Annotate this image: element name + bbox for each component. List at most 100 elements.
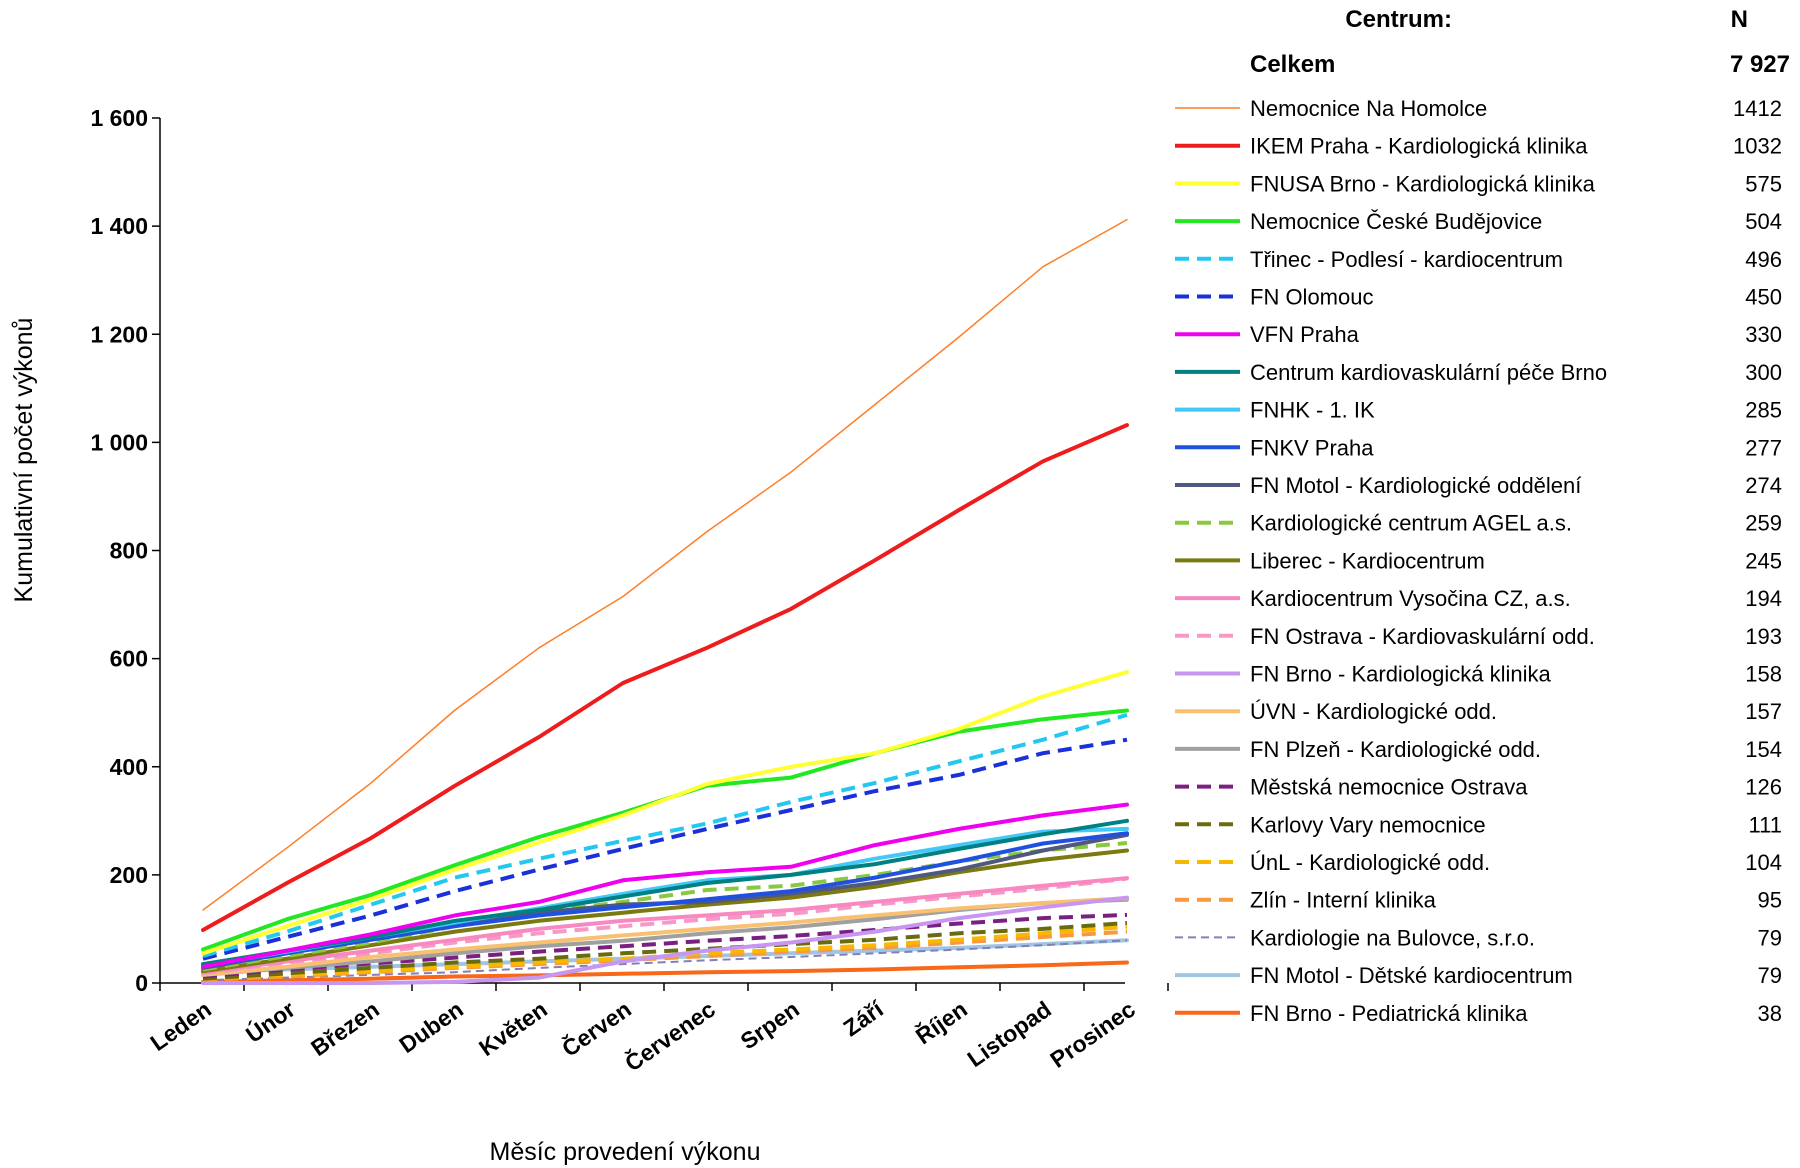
legend-label: FNUSA Brno - Kardiologická klinika: [1250, 171, 1596, 196]
series-line: [201, 670, 1129, 956]
legend-header-n: N: [1731, 6, 1748, 33]
series-line: [202, 737, 1128, 961]
legend-count: 245: [1745, 548, 1782, 573]
series-line: [202, 218, 1128, 911]
x-tick-label: Červenec: [620, 995, 720, 1077]
legend-label: FNHK - 1. IK: [1250, 398, 1375, 423]
legend-count: 450: [1745, 285, 1782, 310]
y-tick-label: 0: [135, 970, 148, 996]
legend-count: 496: [1745, 247, 1782, 272]
legend-count: 79: [1758, 963, 1782, 988]
legend-label: FN Motol - Dětské kardiocentrum: [1250, 963, 1573, 988]
x-tick-label: Únor: [240, 995, 299, 1048]
legend-count: 79: [1758, 925, 1782, 950]
x-tick-label: Prosinec: [1045, 996, 1140, 1073]
series-line: [202, 921, 1128, 981]
legend-label: Třinec - Podlesí - kardiocentrum: [1250, 247, 1563, 272]
series-lines: [201, 218, 1129, 985]
legend-label: Nemocnice Na Homolce: [1250, 96, 1487, 121]
series-line: [202, 912, 1128, 979]
legend-label: Zlín - Interní klinika: [1250, 888, 1437, 913]
legend: Centrum: N Celkem 7 927 Nemocnice Na Hom…: [1175, 6, 1790, 1026]
legend-label: Kardiologické centrum AGEL a.s.: [1250, 511, 1572, 536]
series-line: [201, 818, 1129, 967]
legend-header-label: Centrum:: [1345, 6, 1452, 33]
legend-count: 104: [1745, 850, 1782, 875]
x-tick-label: Duben: [394, 996, 468, 1058]
legend-label: FN Brno - Pediatrická klinika: [1250, 1001, 1528, 1026]
series-line: [201, 896, 1129, 977]
legend-label: Kardiocentrum Vysočina CZ, a.s.: [1250, 586, 1571, 611]
legend-count: 193: [1745, 624, 1782, 649]
series-line: [201, 831, 1129, 969]
y-tick-label: 400: [110, 754, 148, 780]
legend-label: Městská nemocnice Ostrava: [1250, 775, 1528, 800]
legend-label: VFN Praha: [1250, 322, 1360, 347]
legend-count: 300: [1745, 360, 1782, 385]
legend-label: Karlovy Vary nemocnice: [1250, 812, 1486, 837]
x-tick-label: Březen: [306, 996, 384, 1061]
series-line: [202, 939, 1128, 982]
x-tick-label: Listopad: [962, 996, 1055, 1072]
legend-label: IKEM Praha - Kardiologická klinika: [1250, 134, 1588, 159]
legend-label: Liberec - Kardiocentrum: [1250, 548, 1485, 573]
y-tick-labels: 0 200 400 600 800 1 000 1 200 1 400 1 600: [90, 105, 148, 996]
x-tick-label: Leden: [145, 996, 215, 1056]
legend-items: Nemocnice Na Homolce 1412 IKEM Praha - Kar…: [1175, 96, 1782, 1026]
legend-count: 154: [1745, 737, 1782, 762]
legend-label: Kardiologie na Bulovce, s.r.o.: [1250, 925, 1535, 950]
legend-count: 194: [1745, 586, 1782, 611]
y-tick-label: 1 000: [90, 429, 148, 455]
legend-label: ÚVN - Kardiologické odd.: [1250, 699, 1497, 724]
legend-label: FN Olomouc: [1250, 285, 1373, 310]
x-tick-label: Říjen: [910, 995, 972, 1049]
y-tick-label: 1 400: [90, 213, 148, 239]
legend-label: FN Plzeň - Kardiologické odd.: [1250, 737, 1541, 762]
series-line: [201, 897, 1129, 977]
legend-count: 38: [1758, 1001, 1782, 1026]
legend-count: 285: [1745, 398, 1782, 423]
series-line: [202, 876, 1128, 976]
y-tick-label: 800: [110, 538, 148, 564]
legend-label: FN Brno - Kardiologická klinika: [1250, 662, 1552, 687]
legend-label: Centrum kardiovaskulární péče Brno: [1250, 360, 1607, 385]
legend-count: 277: [1745, 435, 1782, 460]
legend-count: 158: [1745, 662, 1782, 687]
legend-count: 157: [1745, 699, 1782, 724]
legend-count: 504: [1745, 209, 1782, 234]
legend-count: 1032: [1733, 134, 1782, 159]
legend-total-label: Celkem: [1250, 51, 1335, 78]
series-line: [201, 876, 1129, 975]
y-tick-label: 600: [110, 646, 148, 672]
y-tick-label: 1 200: [90, 321, 148, 347]
series-line: [201, 802, 1129, 969]
x-tick-labels: Leden Únor Březen Duben Květen ČervenČervenec…: [145, 995, 1140, 1077]
series-line: [201, 848, 1129, 974]
legend-count: 575: [1745, 171, 1782, 196]
series-line: [201, 895, 1129, 985]
x-tick-label: Květen: [474, 996, 552, 1061]
legend-count: 1412: [1733, 96, 1782, 121]
legend-label: FNKV Praha: [1250, 435, 1374, 460]
series-line: [202, 712, 1128, 958]
axes: [152, 117, 1169, 991]
legend-count: 126: [1745, 775, 1782, 800]
y-tick-label: 1 600: [90, 105, 148, 131]
y-tick-label: 200: [110, 862, 148, 888]
legend-label: ÚnL - Kardiologické odd.: [1250, 850, 1490, 875]
legend-count: 330: [1745, 322, 1782, 347]
legend-count: 111: [1749, 812, 1782, 837]
series-line: [201, 960, 1129, 984]
x-axis-title: Měsíc provedení výkonu: [490, 1138, 761, 1166]
legend-label: FN Motol - Kardiologické oddělení: [1250, 473, 1581, 498]
legend-total-n: 7 927: [1730, 51, 1790, 78]
legend-label: Nemocnice České Budějovice: [1250, 209, 1542, 234]
x-tick-label: Září: [838, 995, 889, 1041]
legend-count: 95: [1758, 888, 1782, 913]
series-line: [201, 423, 1129, 932]
x-tick-label: Srpen: [736, 996, 804, 1055]
legend-count: 259: [1745, 511, 1782, 536]
y-axis-title: Kumulativní počet výkonů: [10, 318, 38, 603]
legend-count: 274: [1745, 473, 1782, 498]
